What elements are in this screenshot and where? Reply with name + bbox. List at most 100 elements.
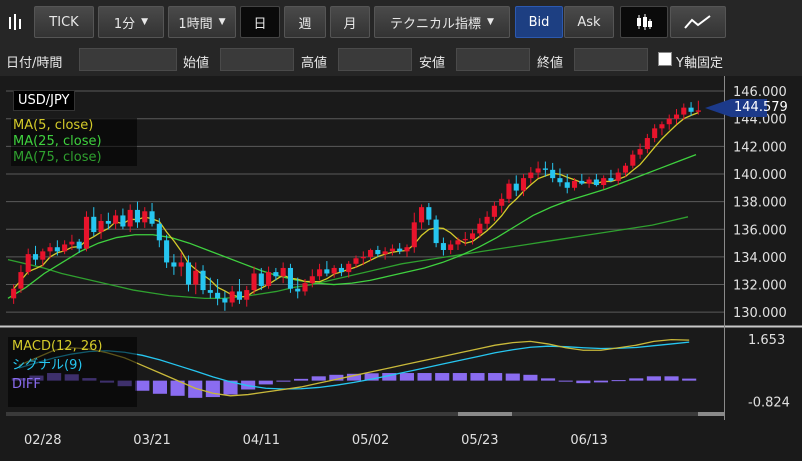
- y-axis-fixed-label: Y軸固定: [676, 56, 723, 71]
- candle-body: [287, 267, 293, 289]
- diff-bar: [540, 378, 556, 381]
- low-label: 安値: [419, 56, 446, 71]
- candle-body: [652, 128, 658, 139]
- chevron-down-icon: ▼: [487, 17, 494, 27]
- candle-body: [178, 262, 184, 267]
- candle-body: [280, 267, 286, 277]
- candle-body: [608, 178, 614, 181]
- open-field: [220, 48, 294, 71]
- ma75-legend: MA(75, close): [13, 150, 102, 165]
- current-price-tag: 144.579: [705, 99, 788, 117]
- day-button[interactable]: 日: [240, 6, 280, 38]
- diff-bar: [452, 373, 467, 381]
- diff-bar: [276, 380, 291, 382]
- candle-body: [25, 254, 31, 273]
- minute-dropdown[interactable]: 1分 ▼: [98, 6, 164, 38]
- bid-button[interactable]: Bid: [515, 6, 563, 38]
- ma-legend: MA(5, close) MA(25, close) MA(75, close): [11, 118, 137, 166]
- ma25-legend: MA(25, close): [13, 134, 102, 149]
- price-pane: [0, 76, 724, 326]
- diff-bar: [646, 376, 661, 381]
- macd-tick-label: -0.824: [748, 395, 790, 410]
- macd-legend-item: MACD(12, 26): [12, 339, 103, 354]
- diff-bar: [470, 373, 485, 381]
- candle-body: [404, 247, 410, 252]
- diff-bar: [223, 380, 238, 395]
- candle-body: [156, 223, 162, 241]
- candle-body: [571, 180, 578, 188]
- signal-legend-item: シグナル(9): [12, 358, 83, 373]
- candle-body: [76, 241, 82, 249]
- diff-bar: [523, 374, 538, 381]
- diff-legend-item: DIFF: [12, 377, 41, 392]
- candle-body: [622, 165, 629, 173]
- diff-bar: [435, 373, 450, 381]
- diff-bar: [205, 380, 220, 398]
- line-chart-button[interactable]: [670, 6, 726, 38]
- candle-body: [47, 247, 53, 252]
- candle-body: [258, 273, 264, 286]
- close-label: 終値: [537, 56, 564, 71]
- candle-body: [346, 263, 352, 273]
- current-price: 144.579: [734, 100, 788, 115]
- tick-button[interactable]: TICK: [34, 6, 94, 38]
- diff-bar: [505, 373, 520, 381]
- diff-bar: [152, 380, 168, 394]
- price-tag-arrow-icon: [705, 99, 767, 117]
- candle-body: [419, 207, 425, 223]
- diff-bar: [294, 378, 309, 381]
- candle-body: [666, 118, 672, 125]
- candle-body: [127, 209, 133, 227]
- scrollbar-thumb: [458, 412, 512, 416]
- candle-body: [236, 291, 243, 300]
- ask-button[interactable]: Ask: [564, 6, 614, 38]
- date-tick-label: 06/13: [570, 433, 607, 448]
- candle-body: [273, 272, 279, 277]
- candle-body: [91, 216, 97, 233]
- bar-chart-icon[interactable]: [8, 13, 24, 31]
- open-label: 始値: [183, 56, 210, 71]
- chevron-down-icon: ▼: [218, 17, 226, 27]
- candle-body: [659, 124, 665, 129]
- candle-body: [506, 183, 512, 199]
- close-field: [574, 48, 648, 71]
- scrollbar-track: [6, 412, 724, 416]
- candle-body: [389, 248, 395, 252]
- candle-body: [149, 211, 155, 224]
- diff-bar: [664, 376, 679, 381]
- candle-body: [200, 270, 206, 291]
- candle-body: [382, 251, 388, 255]
- diff-bar: [135, 380, 150, 391]
- candle-body: [557, 178, 563, 183]
- candle-body: [528, 172, 534, 179]
- date-tick-label: 05/23: [461, 433, 498, 448]
- month-button[interactable]: 月: [330, 6, 370, 38]
- candle-chart-button[interactable]: [620, 6, 668, 38]
- price-tick-label: 140.000: [733, 168, 787, 183]
- candle-body: [244, 290, 250, 300]
- ma75-line: [7, 216, 689, 300]
- candle-body: [630, 154, 636, 166]
- candle-body: [338, 267, 344, 273]
- candle-body: [673, 114, 680, 119]
- diff-bar: [382, 373, 397, 381]
- candle-body: [542, 168, 548, 170]
- toolbar: TICK 1分 ▼ 1時間 ▼ 日 週 月 テクニカル指標 ▼ Bid Ask: [0, 0, 802, 44]
- candle-body: [266, 272, 272, 286]
- candle-body: [134, 209, 141, 223]
- candle-body: [615, 172, 621, 181]
- candle-body: [637, 149, 643, 155]
- diff-bar: [311, 376, 326, 381]
- price-chart[interactable]: 146.000144.000142.000140.000138.000136.0…: [0, 76, 802, 461]
- diff-bar: [329, 374, 344, 381]
- diff-bar: [593, 380, 609, 383]
- symbol-label: USD/JPY: [13, 90, 75, 111]
- technical-indicator-dropdown[interactable]: テクニカル指標 ▼: [374, 6, 510, 38]
- diff-bar: [399, 373, 414, 381]
- candle-body: [375, 249, 381, 255]
- week-button[interactable]: 週: [284, 6, 326, 38]
- hour-dropdown[interactable]: 1時間 ▼: [168, 6, 236, 38]
- candle-body: [62, 244, 68, 252]
- candle-body: [83, 216, 90, 249]
- y-axis-fixed-checkbox[interactable]: [658, 52, 672, 66]
